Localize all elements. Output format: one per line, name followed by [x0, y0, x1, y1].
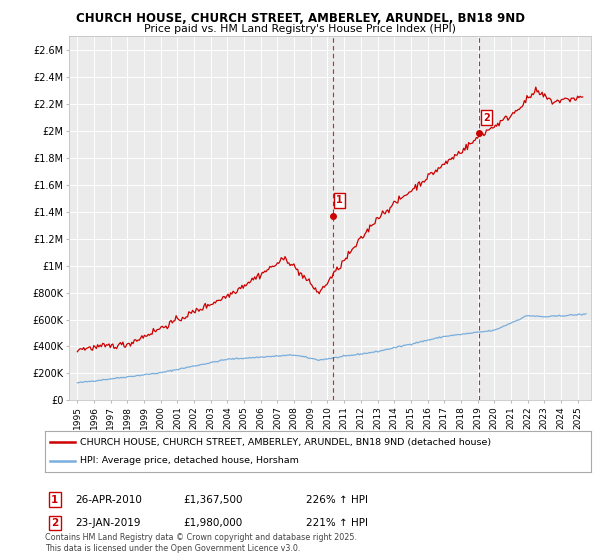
Text: 26-APR-2010: 26-APR-2010	[75, 494, 142, 505]
Text: CHURCH HOUSE, CHURCH STREET, AMBERLEY, ARUNDEL, BN18 9ND: CHURCH HOUSE, CHURCH STREET, AMBERLEY, A…	[76, 12, 524, 25]
Text: 221% ↑ HPI: 221% ↑ HPI	[306, 518, 368, 528]
Text: 226% ↑ HPI: 226% ↑ HPI	[306, 494, 368, 505]
Text: £1,980,000: £1,980,000	[183, 518, 242, 528]
Text: 2: 2	[51, 518, 58, 528]
Text: CHURCH HOUSE, CHURCH STREET, AMBERLEY, ARUNDEL, BN18 9ND (detached house): CHURCH HOUSE, CHURCH STREET, AMBERLEY, A…	[80, 437, 491, 446]
Text: Contains HM Land Registry data © Crown copyright and database right 2025.
This d: Contains HM Land Registry data © Crown c…	[45, 533, 357, 553]
Text: Price paid vs. HM Land Registry's House Price Index (HPI): Price paid vs. HM Land Registry's House …	[144, 24, 456, 34]
Text: 1: 1	[336, 195, 343, 206]
Text: 1: 1	[51, 494, 58, 505]
Text: 23-JAN-2019: 23-JAN-2019	[75, 518, 140, 528]
Text: 2: 2	[483, 113, 490, 123]
Text: HPI: Average price, detached house, Horsham: HPI: Average price, detached house, Hors…	[80, 456, 299, 465]
Text: £1,367,500: £1,367,500	[183, 494, 242, 505]
